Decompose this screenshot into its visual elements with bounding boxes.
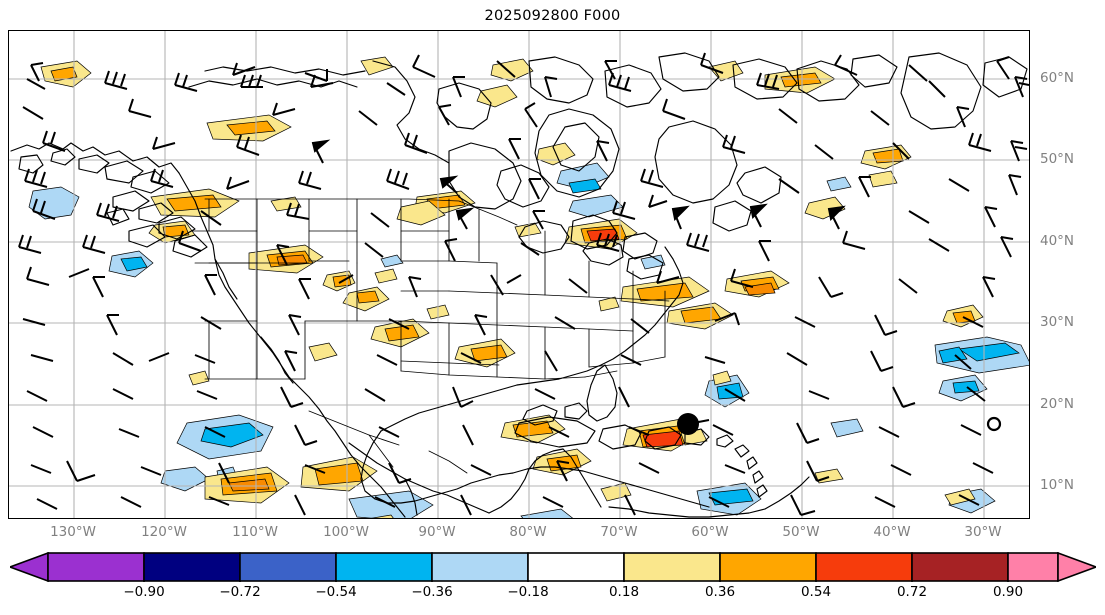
lon-tick-label-80w: 80°W bbox=[509, 524, 547, 540]
colorbar-over-arrow bbox=[1057, 551, 1099, 583]
lon-tick-label-70w: 70°W bbox=[600, 524, 638, 540]
lat-tick-label-30n: 30°N bbox=[1040, 314, 1075, 330]
colorbar-tick-label-7: 0.54 bbox=[800, 584, 832, 600]
colorbar-tick-label-8: 0.72 bbox=[896, 584, 928, 600]
colorbar-tick-label-4: −0.18 bbox=[507, 584, 549, 600]
lat-tick-label-40n: 40°N bbox=[1040, 233, 1075, 249]
lon-tick-label-130w: 130°W bbox=[50, 524, 96, 540]
lon-tick-label-40w: 40°W bbox=[873, 524, 911, 540]
lon-tick-label-30w: 30°W bbox=[964, 524, 1002, 540]
lon-tick-label-50w: 50°W bbox=[782, 524, 820, 540]
map-plot-area[interactable] bbox=[8, 30, 1030, 519]
colorbar-cell-4 bbox=[431, 552, 529, 582]
lon-tick-label-110w: 110°W bbox=[232, 524, 278, 540]
colorbar-cell-3 bbox=[335, 552, 433, 582]
lon-tick-label-100w: 100°W bbox=[323, 524, 369, 540]
wind-barb-layer bbox=[18, 52, 1029, 516]
lon-tick-label-90w: 90°W bbox=[418, 524, 456, 540]
colorbar-cell-10 bbox=[1007, 552, 1059, 582]
colorbar-cell-8 bbox=[815, 552, 913, 582]
colorbar-tick-label-0: −0.90 bbox=[123, 584, 165, 600]
colorbar-svg bbox=[7, 551, 1099, 588]
lon-tick-label-60w: 60°W bbox=[691, 524, 729, 540]
page-title: 2025092800 F000 bbox=[484, 8, 621, 24]
colorbar-tick-label-2: −0.54 bbox=[315, 584, 357, 600]
lat-tick-label-10n: 10°N bbox=[1040, 477, 1075, 493]
colorbar-tick-label-3: −0.36 bbox=[411, 584, 453, 600]
colorbar-cell-1 bbox=[143, 552, 241, 582]
lat-tick-label-20n: 20°N bbox=[1040, 396, 1075, 412]
colorbar-tick-label-5: 0.18 bbox=[608, 584, 640, 600]
colorbar-cell-0 bbox=[47, 552, 145, 582]
colorbar-tick-label-1: −0.72 bbox=[219, 584, 261, 600]
colorbar[interactable] bbox=[7, 551, 1099, 588]
lon-tick-label-120w: 120°W bbox=[141, 524, 187, 540]
colorbar-cell-9 bbox=[911, 552, 1009, 582]
colorbar-tick-label-9: 0.90 bbox=[992, 584, 1024, 600]
lat-tick-label-60n: 60°N bbox=[1040, 70, 1075, 86]
colorbar-tick-label-6: 0.36 bbox=[704, 584, 736, 600]
lat-tick-label-50n: 50°N bbox=[1040, 151, 1075, 167]
map-svg bbox=[9, 31, 1029, 518]
colorbar-cell-2 bbox=[239, 552, 337, 582]
colorbar-cell-7 bbox=[719, 552, 817, 582]
colorbar-cell-6 bbox=[623, 552, 721, 582]
colorbar-tick-labels: −0.90 −0.72 −0.54 −0.36 −0.18 0.18 0.36 … bbox=[0, 584, 1105, 608]
colorbar-under-arrow bbox=[7, 551, 49, 583]
colorbar-cell-5 bbox=[527, 552, 625, 582]
